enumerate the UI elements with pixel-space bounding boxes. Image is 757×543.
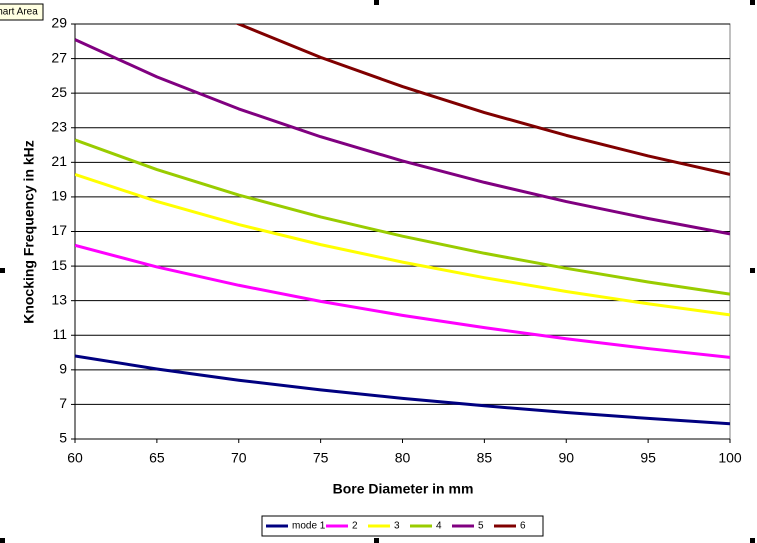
x-tick-label: 60 (67, 450, 83, 466)
y-tick-label: 23 (51, 118, 67, 134)
x-tick-label: 65 (149, 450, 165, 466)
series-line (75, 138, 730, 296)
x-tick-label: 100 (718, 450, 742, 466)
legend-label: 2 (352, 521, 358, 532)
tooltip (0, 3, 44, 21)
x-tick-label: 85 (477, 450, 493, 466)
y-tick-label: 5 (59, 430, 67, 446)
y-tick-label: 29 (51, 15, 67, 31)
y-tick-label: 7 (59, 395, 67, 411)
y-axis-label: Knocking Frequency in kHz (21, 140, 37, 324)
tooltip-text: Chart Area (0, 7, 38, 18)
y-tick-label: 13 (51, 291, 67, 307)
series-line (75, 243, 730, 359)
y-tick-label: 21 (51, 153, 67, 169)
series-line (235, 24, 730, 176)
series-group (75, 24, 730, 426)
y-tick-label: 15 (51, 257, 67, 273)
legend-label: mode 1 (292, 521, 326, 532)
x-axis-label: Bore Diameter in mm (333, 481, 474, 497)
legend-label: 3 (394, 521, 400, 532)
x-tick-label: 95 (640, 450, 656, 466)
legend-label: 5 (478, 521, 484, 532)
legend-label: 4 (436, 521, 442, 532)
legend (261, 515, 544, 537)
x-tick-label: 75 (313, 450, 329, 466)
y-tick-label: 27 (51, 49, 67, 65)
x-tick-label: 80 (395, 450, 411, 466)
y-tick-label: 17 (51, 222, 67, 238)
y-tick-label: 19 (51, 188, 67, 204)
legend-label: 6 (520, 521, 526, 532)
x-tick-label: 70 (231, 450, 247, 466)
series-line (75, 38, 730, 236)
y-tick-label: 9 (59, 361, 67, 377)
series-line (75, 354, 730, 426)
y-tick-label: 25 (51, 84, 67, 100)
x-tick-label: 90 (558, 450, 574, 466)
y-tick-label: 11 (52, 326, 67, 342)
series-line (75, 173, 730, 317)
